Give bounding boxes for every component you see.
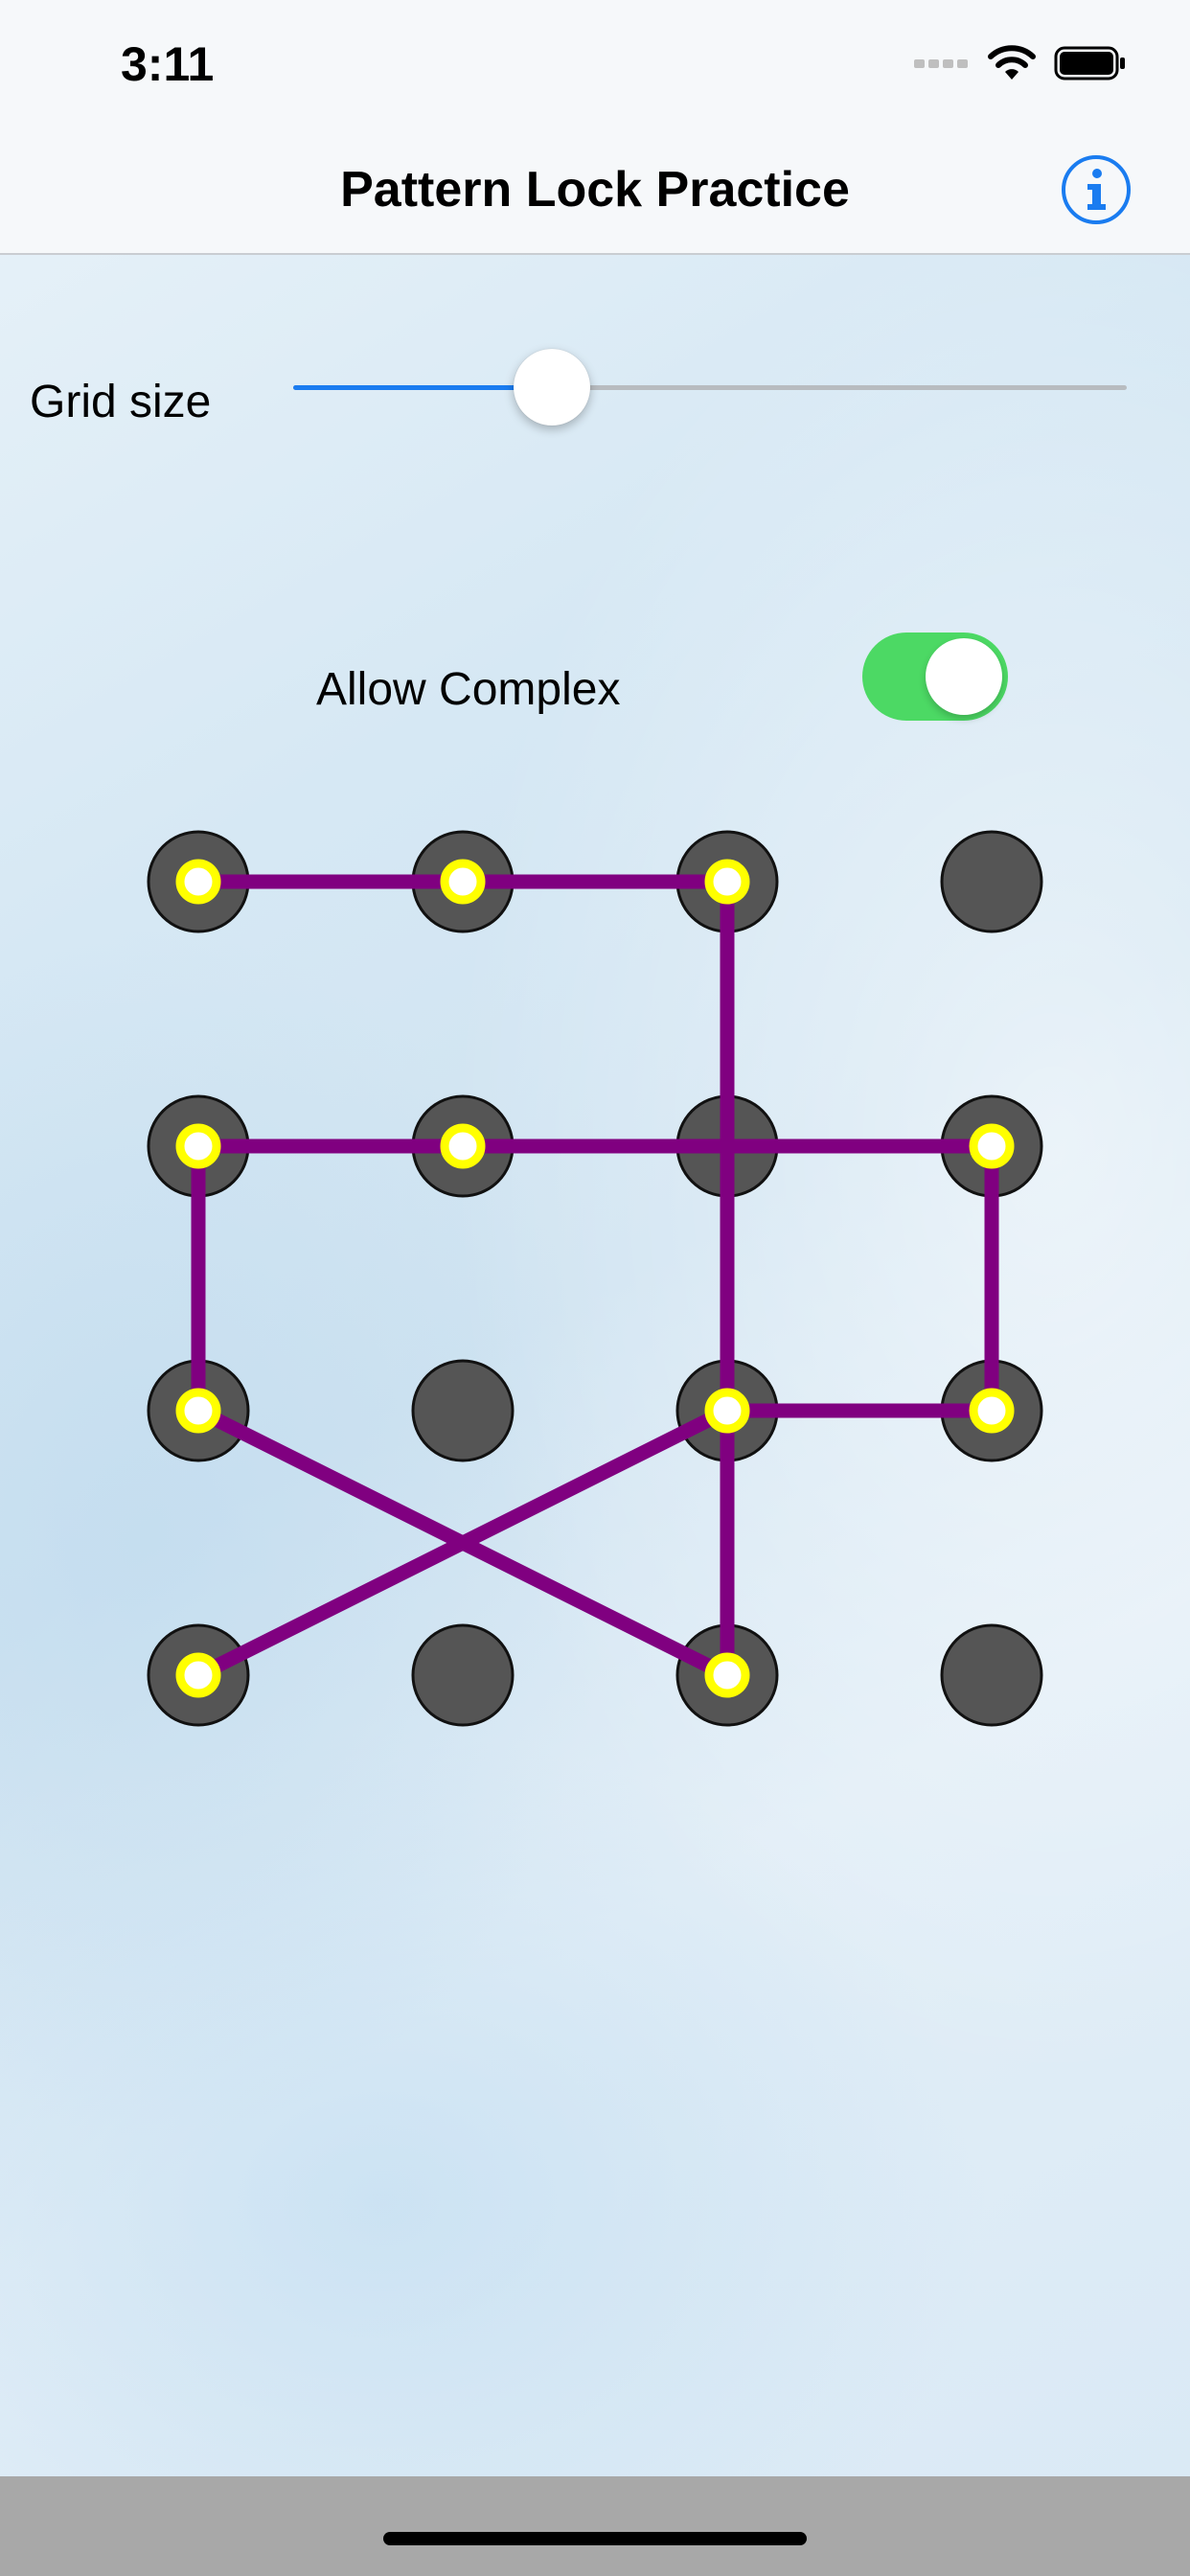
grid-size-label: Grid size xyxy=(30,377,212,427)
navigation-bar: Pattern Lock Practice xyxy=(0,134,1190,255)
selected-marker-r0-c2 xyxy=(704,859,750,905)
info-icon[interactable] xyxy=(1060,153,1133,226)
pattern-line-5 xyxy=(191,1403,735,1683)
selected-marker-r2-c3 xyxy=(969,1388,1015,1434)
selected-marker-r1-c3 xyxy=(969,1123,1015,1169)
bottom-bar xyxy=(0,2476,1190,2576)
status-time: 3:11 xyxy=(121,37,215,91)
selected-marker-r2-c2 xyxy=(704,1388,750,1434)
selected-marker-r0-c1 xyxy=(440,859,486,905)
battery-icon xyxy=(1054,46,1125,80)
status-bar: 3:11 xyxy=(0,0,1190,134)
wifi-icon xyxy=(988,45,1036,80)
status-icons xyxy=(914,42,1127,84)
selected-marker-r1-c0 xyxy=(175,1123,221,1169)
home-indicator[interactable] xyxy=(383,2532,807,2545)
slider-track[interactable] xyxy=(293,385,1127,390)
slider-fill xyxy=(293,385,552,390)
pattern-dot-r3-c3[interactable] xyxy=(940,1623,1043,1727)
selected-marker-r0-c0 xyxy=(175,859,221,905)
allow-complex-toggle[interactable] xyxy=(862,632,1008,721)
slider-thumb[interactable] xyxy=(513,349,590,426)
pattern-dot-r3-c1[interactable] xyxy=(411,1623,515,1727)
selected-marker-r3-c2 xyxy=(704,1652,750,1698)
cellular-signal-icon xyxy=(914,59,968,68)
pattern-dot-r2-c1[interactable] xyxy=(411,1359,515,1462)
pattern-dot-r0-c3[interactable] xyxy=(940,830,1043,933)
selected-marker-r3-c0 xyxy=(175,1652,221,1698)
allow-complex-label: Allow Complex xyxy=(316,664,621,715)
selected-marker-r2-c0 xyxy=(175,1388,221,1434)
toggle-knob[interactable] xyxy=(926,638,1002,715)
grid-size-slider[interactable] xyxy=(293,345,1127,431)
selected-marker-r1-c1 xyxy=(440,1123,486,1169)
page-title: Pattern Lock Practice xyxy=(340,162,850,218)
